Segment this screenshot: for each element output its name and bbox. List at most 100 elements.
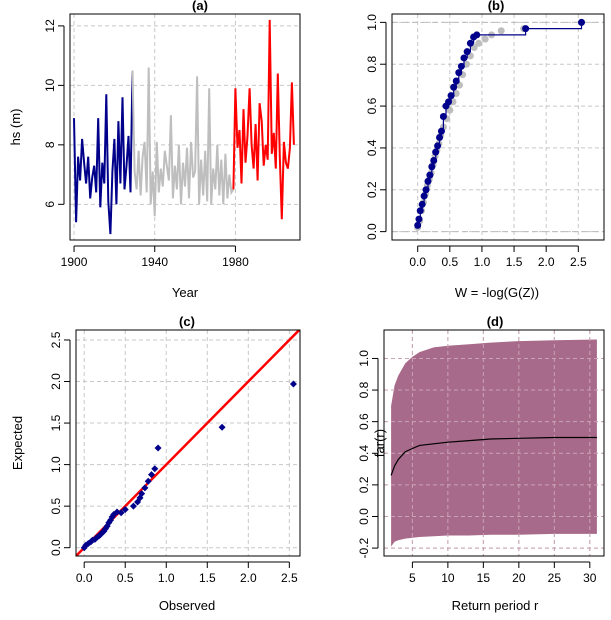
far-curve xyxy=(390,436,597,476)
y-tick-label: 1.5 xyxy=(49,414,63,431)
data-point xyxy=(129,502,137,510)
data-point xyxy=(117,509,125,517)
y-tick-label: 2.0 xyxy=(49,373,63,390)
grey-point xyxy=(497,27,505,35)
y-tick-label: 12 xyxy=(43,19,57,33)
blue-point xyxy=(432,148,440,156)
blue-point xyxy=(415,215,423,223)
panel-c: 0.0 0.5 1.0 1.5 2.0 2.5 0.0 0.5 1.0 1.5 2.0 2.5 (c) O… xyxy=(10,314,301,613)
y-tick-label: 1.0 xyxy=(49,456,63,473)
blue-point xyxy=(452,77,460,85)
blue-point xyxy=(463,48,471,56)
blue-point xyxy=(447,92,455,100)
plot-frame xyxy=(69,13,301,241)
x-tick-label: 0.5 xyxy=(117,571,134,585)
x-tick-label: 2.5 xyxy=(570,255,587,269)
y-tick-label: 0.2 xyxy=(357,476,371,493)
data-point xyxy=(289,380,297,388)
y-axis-label: Expected xyxy=(10,416,25,470)
blue-point xyxy=(416,207,424,215)
x-tick-label: 1.0 xyxy=(474,255,491,269)
x-tick-label: 0.0 xyxy=(409,255,426,269)
x-axis-label: W = -log(G(Z)) xyxy=(455,285,539,300)
plot-frame xyxy=(75,329,301,557)
blue-point xyxy=(428,163,436,171)
x-tick-label: 1900 xyxy=(61,255,88,269)
blue-point xyxy=(434,142,442,150)
y-axis-label: far(r) xyxy=(372,429,387,457)
x-tick-label: 2.5 xyxy=(281,571,298,585)
blue-point xyxy=(420,192,428,200)
x-tick-label: 0.0 xyxy=(76,571,93,585)
blue-point xyxy=(424,177,432,185)
blue-point xyxy=(473,31,481,39)
y-tick-label: 0.4 xyxy=(365,139,379,156)
x-tick-label: 1940 xyxy=(141,255,168,269)
blue-point xyxy=(460,54,468,62)
blue-point xyxy=(455,69,463,77)
x-tick-label: 5 xyxy=(409,571,416,585)
x-tick-label: 1.0 xyxy=(158,571,175,585)
y-tick-label: 0.5 xyxy=(49,497,63,514)
blue-point xyxy=(422,186,430,194)
blue-point xyxy=(457,62,465,70)
y-tick-label: 0.4 xyxy=(357,445,371,462)
blue-point xyxy=(414,221,422,229)
x-tick-label: 20 xyxy=(512,571,526,585)
y-tick-label: 0.8 xyxy=(357,381,371,398)
blue-point xyxy=(522,25,530,33)
y-tick-label: 0.2 xyxy=(365,181,379,198)
x-axis-label: Observed xyxy=(159,598,215,613)
blue-point xyxy=(426,171,434,179)
panel-title: (d) xyxy=(487,314,504,329)
y-tick-label: 10 xyxy=(43,78,57,92)
y-tick-label: 0.8 xyxy=(365,56,379,73)
plot-frame xyxy=(391,13,605,241)
series-line-0 xyxy=(73,70,134,235)
data-point xyxy=(121,505,129,513)
plot-frame xyxy=(383,329,605,557)
grey-point xyxy=(481,35,489,43)
blue-point xyxy=(466,39,474,47)
x-tick-label: 2.0 xyxy=(240,571,257,585)
blue-point xyxy=(436,133,444,141)
x-tick-label: 30 xyxy=(583,571,597,585)
confidence-band xyxy=(391,339,597,547)
data-point xyxy=(144,477,152,485)
data-point xyxy=(151,465,159,473)
blue-point xyxy=(450,83,458,91)
data-point xyxy=(138,490,146,498)
x-axis-label: Year xyxy=(172,285,199,300)
x-axis-label: Return period r xyxy=(452,598,539,613)
data-point xyxy=(113,508,121,516)
x-tick-label: 2.0 xyxy=(538,255,555,269)
panel-d: 5 10 15 20 25 30 -0.2 0.0 0.2 0.4 0.6 0.8 1.0 (d) Retu… xyxy=(357,314,605,613)
y-tick-label: 0.6 xyxy=(365,97,379,114)
blue-point xyxy=(418,200,426,208)
y-tick-label: 0.0 xyxy=(49,539,63,556)
x-tick-label: 0.5 xyxy=(441,255,458,269)
y-tick-label: 2.5 xyxy=(49,331,63,348)
y-tick-label: 0.6 xyxy=(357,413,371,430)
x-tick-label: 1980 xyxy=(222,255,249,269)
panel-title: (a) xyxy=(192,0,208,13)
y-tick-label: 8 xyxy=(43,141,57,148)
series-line-1 xyxy=(131,67,235,217)
series-line-2 xyxy=(232,19,295,220)
blue-point xyxy=(437,127,445,135)
panel-title: (c) xyxy=(179,314,195,329)
data-point xyxy=(154,444,162,452)
blue-point xyxy=(578,18,586,26)
data-point xyxy=(147,471,155,479)
grey-point xyxy=(475,39,483,47)
panel-title: (b) xyxy=(488,0,505,13)
y-tick-label: 0.0 xyxy=(365,223,379,240)
y-tick-label: 6 xyxy=(43,201,57,208)
y-tick-label: 1.0 xyxy=(357,350,371,367)
data-point xyxy=(218,423,226,431)
blue-point xyxy=(430,156,438,164)
x-tick-label: 10 xyxy=(441,571,455,585)
panel-a: 1900 1940 1980 6 8 10 12 (a) Year hs (m) xyxy=(8,0,301,300)
y-tick-label: 0.0 xyxy=(357,508,371,525)
